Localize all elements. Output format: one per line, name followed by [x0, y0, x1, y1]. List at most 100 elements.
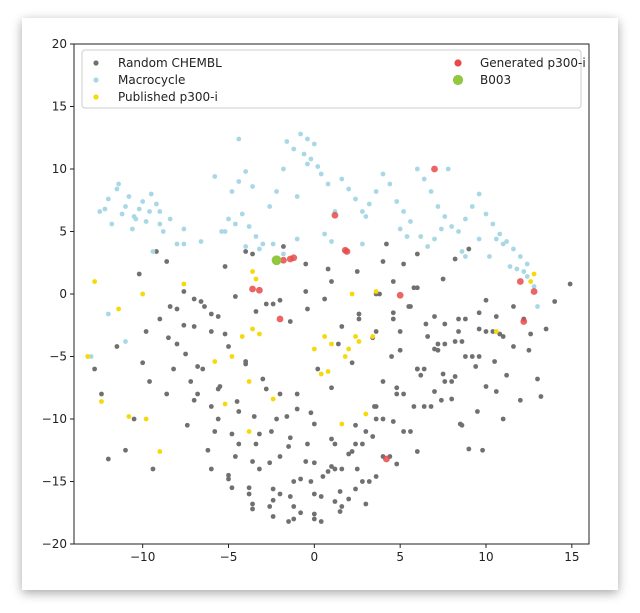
data-point [92, 279, 97, 284]
data-point [154, 201, 159, 207]
data-point [401, 391, 406, 397]
data-point [354, 466, 360, 472]
y-tick-label: −5 [49, 350, 67, 364]
data-point [133, 216, 139, 222]
data-point [311, 460, 317, 466]
data-point [404, 234, 410, 239]
series-random-chembl [92, 241, 573, 524]
data-point [428, 189, 434, 194]
legend-label: Published p300-i [118, 90, 218, 104]
data-point [517, 397, 523, 403]
data-point [136, 271, 142, 277]
data-point [384, 241, 389, 247]
x-tick-label: 0 [311, 550, 319, 564]
data-point [349, 449, 355, 454]
data-point [105, 456, 111, 462]
data-point [250, 506, 255, 512]
data-point [166, 335, 171, 341]
data-point [270, 486, 276, 492]
data-point [435, 347, 441, 353]
data-point [343, 248, 351, 255]
data-point [303, 459, 309, 464]
data-point [466, 246, 472, 252]
data-point [143, 416, 149, 422]
y-tick-label: 10 [52, 162, 67, 176]
data-point [363, 214, 369, 219]
legend: Random CHEMBL Macrocycle Published p300-i G… [81, 49, 586, 109]
data-point [390, 310, 396, 316]
data-point [401, 209, 406, 214]
data-point [219, 229, 225, 234]
data-point [390, 316, 396, 322]
figure-frame: Random CHEMBL Macrocycle Published p300-i G… [22, 18, 618, 590]
data-point [311, 511, 317, 517]
data-point [143, 219, 149, 224]
data-point [442, 214, 448, 219]
data-point [287, 435, 293, 441]
data-point [397, 347, 403, 353]
data-point [270, 514, 276, 519]
data-point [432, 236, 437, 242]
data-point [229, 354, 235, 359]
data-point [329, 279, 334, 284]
data-point [305, 161, 310, 167]
data-point [476, 191, 482, 197]
data-point [140, 291, 146, 297]
data-point [246, 224, 252, 229]
data-point [528, 331, 534, 337]
data-point [543, 326, 549, 332]
data-point [294, 391, 300, 397]
data-point [123, 447, 128, 453]
data-point [232, 294, 238, 299]
data-point [212, 359, 218, 364]
data-point [414, 449, 420, 454]
data-point [150, 249, 156, 254]
data-point [425, 244, 431, 249]
data-point [174, 241, 180, 247]
data-point [329, 385, 334, 391]
data-point [188, 379, 194, 384]
data-point [250, 184, 255, 189]
data-point [246, 491, 252, 497]
data-point [504, 372, 509, 378]
data-point [514, 266, 520, 272]
data-point [239, 211, 245, 217]
data-point [291, 504, 297, 509]
data-point [92, 366, 97, 372]
data-point [325, 266, 331, 272]
data-point [500, 416, 506, 422]
data-point [353, 486, 358, 492]
data-point [253, 234, 259, 239]
data-point [349, 360, 355, 366]
data-point [483, 297, 489, 303]
data-point [234, 399, 240, 404]
data-point [322, 334, 328, 339]
data-point [99, 399, 104, 404]
data-point [469, 204, 475, 209]
data-point [191, 397, 197, 403]
data-point [411, 404, 417, 409]
x-tick-label: 5 [396, 550, 404, 564]
legend-marker [93, 60, 99, 66]
data-point [363, 429, 369, 434]
x-tick-label: 10 [478, 550, 493, 564]
data-point [257, 431, 262, 437]
data-point [492, 359, 497, 364]
data-point [528, 279, 534, 284]
data-point [438, 226, 444, 232]
data-point [129, 226, 135, 232]
data-point [315, 366, 321, 372]
data-point [198, 299, 204, 304]
data-point [267, 504, 273, 509]
data-point [281, 166, 286, 172]
data-point [370, 334, 376, 339]
data-point [311, 346, 317, 352]
data-point [394, 461, 400, 467]
data-point [440, 276, 446, 282]
data-point [267, 204, 273, 209]
data-point [397, 329, 403, 334]
data-point [174, 341, 180, 347]
data-point [530, 288, 538, 295]
data-point [459, 422, 465, 428]
data-point [390, 279, 396, 284]
